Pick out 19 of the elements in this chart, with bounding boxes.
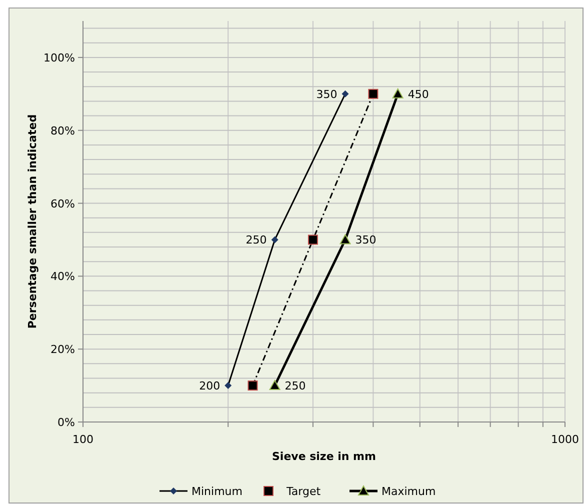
x-tick-label: 100 [72,433,94,446]
y-tick-label: 20% [50,343,75,356]
annotation: 350 [316,88,338,101]
legend-label: Minimum [192,485,242,498]
annotation: 350 [355,234,376,247]
x-axis-title: Sieve size in mm [272,450,376,463]
y-tick-label: 60% [50,197,75,210]
y-tick-label: 80% [50,124,75,138]
legend-label: Maximum [382,485,436,498]
y-tick-label: 40% [50,270,75,284]
annotation: 250 [246,234,267,247]
x-tick-label: 1000 [551,433,579,446]
y-tick-label: 100% [44,51,75,64]
y-tick-label: 0% [58,416,75,429]
annotation: 200 [199,380,220,393]
annotation: 250 [284,380,306,393]
y-axis-title: Persentage smaller than indicated [26,114,39,329]
legend-label: Target [286,485,322,498]
annotation: 450 [408,88,429,101]
